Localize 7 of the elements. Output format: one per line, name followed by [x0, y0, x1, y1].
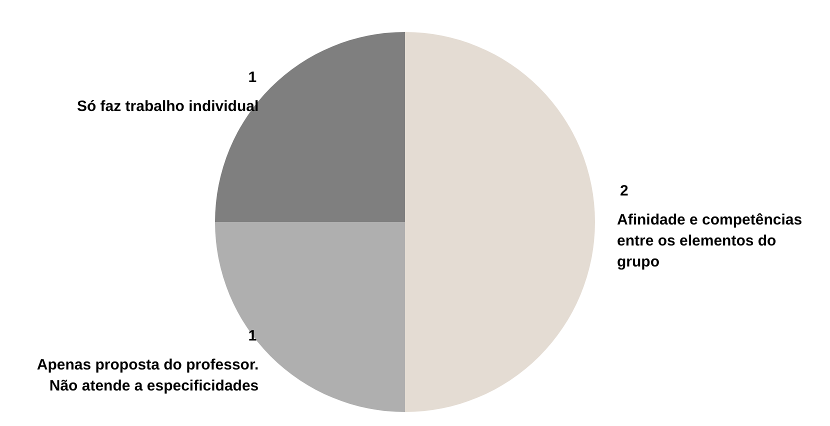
data-label: 1: [248, 69, 257, 86]
data-label: 2: [620, 182, 628, 200]
slice-label: Apenas proposta do professor. Não atende a especificidades: [36, 356, 259, 394]
pie-slice: [405, 32, 595, 412]
slice-label: Só faz trabalho individual: [76, 98, 259, 116]
data-label: 1: [248, 327, 257, 344]
slice-label: Afinidade e competências entre os elementos do grupo: [617, 212, 802, 270]
